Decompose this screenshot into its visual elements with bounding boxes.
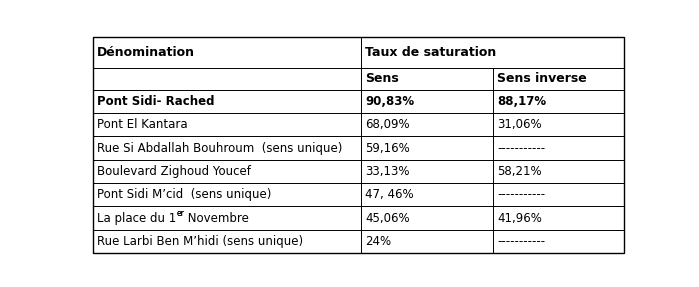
Bar <box>93 68 361 90</box>
Text: er: er <box>176 210 185 218</box>
Text: 33,13%: 33,13% <box>365 165 410 178</box>
Bar <box>93 207 361 230</box>
Text: La place du 1: La place du 1 <box>97 212 176 225</box>
Text: 68,09%: 68,09% <box>365 118 410 131</box>
Text: 47, 46%: 47, 46% <box>365 188 414 201</box>
Bar <box>493 68 624 90</box>
Text: -----------: ----------- <box>497 188 545 201</box>
Bar <box>493 160 624 183</box>
Bar <box>93 230 361 253</box>
Bar <box>93 136 361 160</box>
Bar <box>493 207 624 230</box>
Bar <box>493 90 624 113</box>
Bar <box>361 160 493 183</box>
Bar <box>493 230 624 253</box>
Text: -----------: ----------- <box>497 141 545 155</box>
Bar <box>361 68 493 90</box>
Bar <box>93 90 361 113</box>
Bar <box>361 230 493 253</box>
Text: 58,21%: 58,21% <box>497 165 542 178</box>
Bar <box>493 113 624 136</box>
Text: 31,06%: 31,06% <box>497 118 542 131</box>
Text: 41,96%: 41,96% <box>497 212 542 225</box>
Text: Rue Si Abdallah Bouhroum  (sens unique): Rue Si Abdallah Bouhroum (sens unique) <box>97 141 343 155</box>
Bar <box>93 183 361 207</box>
Text: Novembre: Novembre <box>185 212 249 225</box>
Bar <box>93 37 361 68</box>
Text: Pont El Kantara: Pont El Kantara <box>97 118 188 131</box>
Text: Taux de saturation: Taux de saturation <box>365 46 496 59</box>
Text: Pont Sidi- Rached: Pont Sidi- Rached <box>97 95 215 108</box>
Bar <box>361 136 493 160</box>
Text: 59,16%: 59,16% <box>365 141 410 155</box>
Text: 90,83%: 90,83% <box>365 95 415 108</box>
Bar <box>493 183 624 207</box>
Bar <box>361 207 493 230</box>
Text: Dénomination: Dénomination <box>97 46 195 59</box>
Bar <box>361 183 493 207</box>
Text: Sens inverse: Sens inverse <box>497 72 586 85</box>
Bar <box>93 113 361 136</box>
Text: Pont Sidi M’cid  (sens unique): Pont Sidi M’cid (sens unique) <box>97 188 271 201</box>
Bar <box>361 37 624 68</box>
Text: 88,17%: 88,17% <box>497 95 546 108</box>
Bar <box>493 136 624 160</box>
Bar <box>93 160 361 183</box>
Bar <box>361 90 493 113</box>
Text: Rue Larbi Ben M’hidi (sens unique): Rue Larbi Ben M’hidi (sens unique) <box>97 235 303 248</box>
Text: Boulevard Zighoud Youcef: Boulevard Zighoud Youcef <box>97 165 251 178</box>
Text: 24%: 24% <box>365 235 391 248</box>
Bar <box>361 113 493 136</box>
Text: -----------: ----------- <box>497 235 545 248</box>
Text: Sens: Sens <box>365 72 399 85</box>
Text: 45,06%: 45,06% <box>365 212 410 225</box>
Text: er: er <box>176 210 185 218</box>
